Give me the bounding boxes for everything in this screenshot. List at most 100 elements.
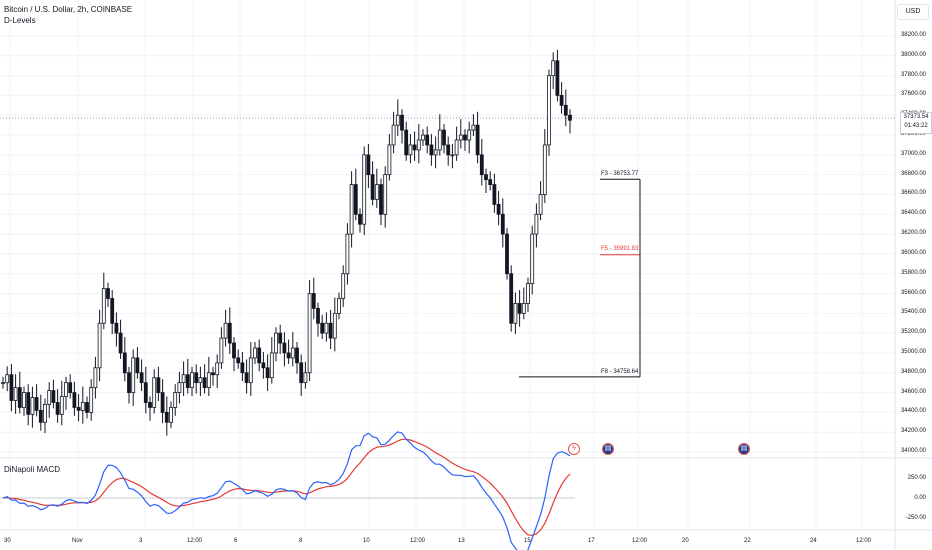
candle-body xyxy=(316,307,320,324)
candle-body xyxy=(127,372,131,393)
candle-body xyxy=(1,382,5,385)
time-tick: 15 xyxy=(524,538,531,544)
candle-body xyxy=(177,382,182,393)
candle-body xyxy=(169,407,173,423)
candle-body xyxy=(404,129,409,156)
candle-body xyxy=(358,213,362,225)
candle-body xyxy=(257,347,262,364)
price-tick: 34600.00 xyxy=(900,388,926,395)
candle-body xyxy=(307,293,312,374)
candle-body xyxy=(253,347,257,359)
candle-body xyxy=(433,149,438,156)
candle-body xyxy=(185,374,190,389)
candle-body xyxy=(311,293,316,309)
candle-body xyxy=(412,144,417,151)
time-tick: 12:00 xyxy=(410,538,426,544)
candle-body xyxy=(261,362,266,369)
time-tick: 13 xyxy=(458,538,465,544)
candle-body xyxy=(114,322,119,334)
candle-body xyxy=(47,390,52,405)
price-tick: 35600.00 xyxy=(900,289,926,296)
candle-body xyxy=(194,372,199,384)
candle-body xyxy=(131,357,136,393)
candle-body xyxy=(101,288,106,324)
macd-title[interactable]: DiNapoli MACD xyxy=(4,465,61,474)
time-tick: 6 xyxy=(234,538,238,544)
price-tick: 34200.00 xyxy=(900,428,926,435)
last-price-label: 37373.54 01:43:22 xyxy=(900,112,932,134)
symbol-title[interactable]: Bitcoin / U.S. Dollar, 2h, COINBASE xyxy=(4,5,133,14)
candle-body xyxy=(64,382,68,397)
time-tick: 30 xyxy=(4,538,11,544)
candle-body xyxy=(526,283,530,304)
candle-body xyxy=(13,387,18,401)
fib-level-f5: F5 - 35991.83 xyxy=(601,246,639,252)
us-flag-icon[interactable]: ▤ xyxy=(738,443,750,455)
candle-body xyxy=(97,322,102,369)
candle-body xyxy=(269,352,274,379)
candle-body xyxy=(227,322,232,344)
candle-body xyxy=(72,392,77,408)
time-tick: 12:00 xyxy=(632,538,648,544)
candle-body xyxy=(9,374,14,401)
candle-body xyxy=(68,382,73,393)
candle-body xyxy=(122,352,127,374)
candle-body xyxy=(551,60,556,77)
candle-body xyxy=(181,374,186,384)
candle-body xyxy=(93,367,98,389)
candle-body xyxy=(370,174,375,200)
candle-body xyxy=(442,129,446,146)
indicator-label[interactable]: D-Levels xyxy=(4,16,36,25)
time-tick: 12:00 xyxy=(187,538,203,544)
time-tick: 8 xyxy=(299,538,303,544)
price-tick: 36400.00 xyxy=(900,210,926,217)
candle-body xyxy=(118,332,123,354)
candle-body xyxy=(152,377,157,408)
candle-body xyxy=(223,322,228,339)
price-tick: 37600.00 xyxy=(900,91,926,98)
candle-body xyxy=(198,377,203,384)
macd-signal-line xyxy=(2,438,571,537)
candle-body xyxy=(34,397,39,411)
candle-body xyxy=(391,124,396,146)
candle-body xyxy=(517,303,522,314)
candle-body xyxy=(416,139,421,151)
candle-body xyxy=(374,184,379,200)
price-tick: 35200.00 xyxy=(900,329,926,336)
price-tick: 36800.00 xyxy=(900,170,926,177)
macd-tick-neg250: -250.00 xyxy=(905,515,926,521)
time-tick: 24 xyxy=(810,538,817,544)
candle-body xyxy=(80,402,85,411)
us-flag-icon[interactable]: ▤ xyxy=(602,443,614,455)
lightning-icon[interactable]: ϟ xyxy=(568,443,580,455)
candle-body xyxy=(547,75,551,146)
candle-body xyxy=(236,357,241,364)
candle-body xyxy=(362,154,367,225)
candle-body xyxy=(303,372,308,384)
candle-body xyxy=(89,387,94,413)
candle-body xyxy=(143,382,148,403)
candle-body xyxy=(542,144,547,195)
candle-body xyxy=(106,288,110,299)
candle-body xyxy=(496,203,501,215)
candle-body xyxy=(450,154,455,157)
candle-body xyxy=(475,124,480,156)
candle-body xyxy=(148,402,152,408)
candle-body xyxy=(353,184,358,215)
fib-level-f8: F8 - 34758.64 xyxy=(601,369,639,375)
price-tick: 37200.00 xyxy=(900,131,926,138)
candle-body xyxy=(568,114,572,121)
price-tick: 35800.00 xyxy=(900,269,926,276)
price-tick: 35400.00 xyxy=(900,309,926,316)
candle-body xyxy=(538,194,543,215)
time-tick: 3 xyxy=(139,538,143,544)
candle-body xyxy=(265,367,270,379)
candle-body xyxy=(278,332,283,344)
currency-button[interactable]: USD xyxy=(897,4,929,20)
candle-body xyxy=(534,213,539,235)
candle-body xyxy=(408,144,413,156)
candle-body xyxy=(328,322,333,339)
candle-body xyxy=(30,397,35,415)
